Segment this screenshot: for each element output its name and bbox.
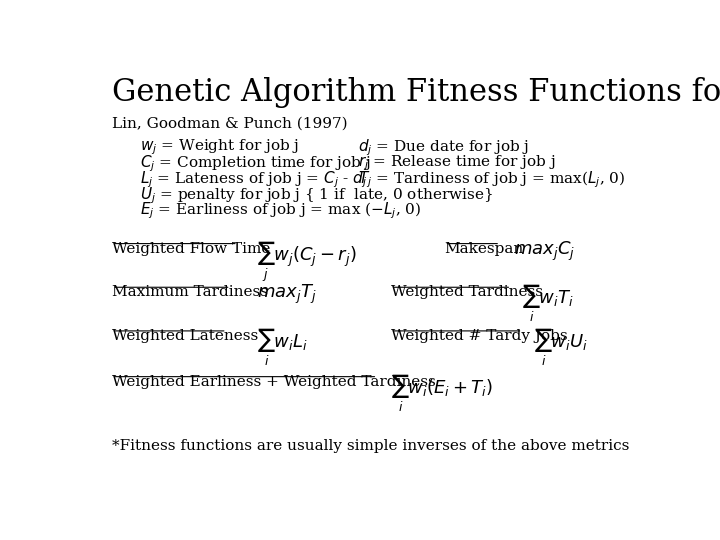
- Text: $\sum_i w_i(E_i + T_i)$: $\sum_i w_i(E_i + T_i)$: [392, 373, 493, 414]
- Text: Weighted Flow Time: Weighted Flow Time: [112, 241, 271, 255]
- Text: $\sum_i w_i L_i$: $\sum_i w_i L_i$: [258, 327, 308, 368]
- Text: Weighted # Tardy Jobs: Weighted # Tardy Jobs: [392, 329, 568, 343]
- Text: $T_j$ = Tardiness of job j = max($L_j$, 0): $T_j$ = Tardiness of job j = max($L_j$, …: [358, 169, 625, 190]
- Text: Makespan: Makespan: [444, 241, 523, 255]
- Text: Lin, Goodman & Punch (1997): Lin, Goodman & Punch (1997): [112, 117, 348, 131]
- Text: $\sum_j w_j(C_j - r_j)$: $\sum_j w_j(C_j - r_j)$: [258, 239, 357, 284]
- Text: $U_j$ = penalty for job j { 1 if  late, 0 otherwise}: $U_j$ = penalty for job j { 1 if late, 0…: [140, 185, 493, 206]
- Text: Weighted Earliness + Weighted Tardiness: Weighted Earliness + Weighted Tardiness: [112, 375, 436, 389]
- Text: $C_j$ = Completion time for job j: $C_j$ = Completion time for job j: [140, 153, 371, 174]
- Text: $r_j$ = Release time for job j: $r_j$ = Release time for job j: [358, 153, 555, 173]
- Text: $max_j T_j$: $max_j T_j$: [258, 283, 317, 306]
- Text: $L_j$ = Lateness of job j = $C_j$ - $d_j$: $L_j$ = Lateness of job j = $C_j$ - $d_j…: [140, 169, 367, 190]
- Text: Weighted Tardiness: Weighted Tardiness: [392, 285, 544, 299]
- Text: $max_j C_j$: $max_j C_j$: [514, 239, 575, 262]
- Text: $w_j$ = Weight for job j: $w_j$ = Weight for job j: [140, 138, 300, 157]
- Text: $\sum_i w_i T_i$: $\sum_i w_i T_i$: [523, 283, 574, 325]
- Text: Weighted Lateness: Weighted Lateness: [112, 329, 258, 343]
- Text: *Fitness functions are usually simple inverses of the above metrics: *Fitness functions are usually simple in…: [112, 439, 630, 453]
- Text: Maximum Tardiness: Maximum Tardiness: [112, 285, 269, 299]
- Text: $E_j$ = Earliness of job j = max ($-L_j$, 0): $E_j$ = Earliness of job j = max ($-L_j$…: [140, 201, 421, 221]
- Text: $\sum_i w_i U_i$: $\sum_i w_i U_i$: [534, 327, 588, 368]
- Text: Genetic Algorithm Fitness Functions for JSSP: Genetic Algorithm Fitness Functions for …: [112, 77, 720, 109]
- Text: $d_j$ = Due date for job j: $d_j$ = Due date for job j: [358, 138, 529, 158]
